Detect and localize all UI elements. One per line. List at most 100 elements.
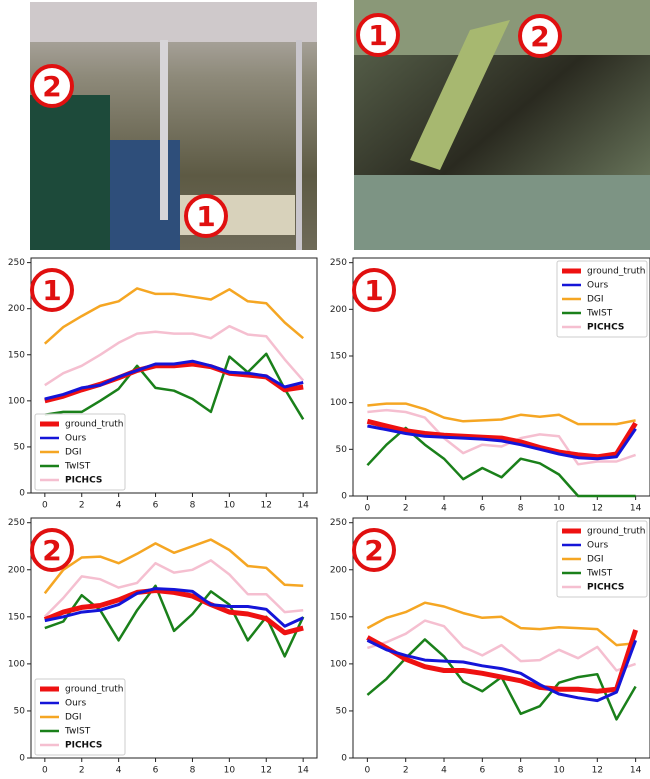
marker-circle xyxy=(352,528,396,572)
photo-left xyxy=(30,2,317,250)
x-tick-label: 6 xyxy=(479,766,485,776)
series-line xyxy=(366,629,638,694)
x-tick-label: 12 xyxy=(261,766,272,776)
legend-box xyxy=(556,520,648,598)
y-tick-label: 100 xyxy=(8,396,25,406)
marker-label: 1 xyxy=(196,200,215,233)
x-tick-label: 10 xyxy=(553,504,565,514)
y-tick-label: 0 xyxy=(19,754,25,764)
series-line xyxy=(43,538,304,595)
legend-label: TwIST xyxy=(586,309,613,319)
x-tick-label: 4 xyxy=(116,501,122,511)
marker-circle xyxy=(352,268,396,312)
x-tick-label: 14 xyxy=(630,504,642,514)
legend-label: TwIST xyxy=(64,727,91,737)
y-tick-label: 0 xyxy=(341,754,347,764)
y-tick-label: 50 xyxy=(14,442,26,452)
x-tick-label: 4 xyxy=(441,766,447,776)
legend-box xyxy=(34,413,126,491)
series-line xyxy=(43,287,305,345)
marker-circle xyxy=(518,14,562,58)
y-tick-label: 50 xyxy=(336,706,348,716)
legend-label: PICHCS xyxy=(65,741,102,751)
y-tick-label: 100 xyxy=(8,659,25,669)
marker-label: 1 xyxy=(364,274,383,307)
marker-label: 2 xyxy=(530,20,549,53)
legend-label: PICHCS xyxy=(587,583,624,593)
legend-label: DGI xyxy=(587,555,604,565)
y-tick-label: 0 xyxy=(19,489,25,499)
x-tick-label: 10 xyxy=(224,766,236,776)
y-tick-label: 150 xyxy=(330,612,347,622)
x-tick-label: 8 xyxy=(518,504,524,514)
series-line xyxy=(366,418,638,460)
legend-label: PICHCS xyxy=(65,476,102,486)
x-tick-label: 6 xyxy=(153,766,159,776)
y-tick-label: 250 xyxy=(330,518,347,528)
x-tick-label: 2 xyxy=(79,501,85,511)
legend-label: ground_truth xyxy=(65,685,124,695)
y-tick-label: 50 xyxy=(336,445,348,455)
series-line xyxy=(367,424,637,461)
y-tick-label: 250 xyxy=(330,258,347,268)
y-tick-label: 250 xyxy=(8,258,25,268)
marker-label: 2 xyxy=(42,534,61,567)
series-line xyxy=(44,359,304,401)
legend-label: PICHCS xyxy=(587,323,624,333)
x-tick-label: 8 xyxy=(190,501,196,511)
series-line xyxy=(367,619,637,672)
x-tick-label: 6 xyxy=(479,504,485,514)
series-line xyxy=(44,352,305,420)
x-tick-label: 4 xyxy=(441,504,447,514)
series-line xyxy=(367,408,637,466)
x-tick-label: 14 xyxy=(297,501,309,511)
series-line xyxy=(367,402,636,426)
legend-label: TwIST xyxy=(586,569,613,579)
x-tick-label: 8 xyxy=(518,766,524,776)
legend-label: TwIST xyxy=(64,462,91,472)
legend-label: DGI xyxy=(65,713,82,723)
y-tick-label: 250 xyxy=(8,518,25,528)
y-tick-label: 150 xyxy=(8,350,25,360)
y-tick-label: 50 xyxy=(14,706,26,716)
x-tick-label: 0 xyxy=(365,766,371,776)
legend-box xyxy=(556,260,648,338)
x-tick-label: 10 xyxy=(224,501,236,511)
x-tick-label: 2 xyxy=(403,766,409,776)
marker-circle xyxy=(30,64,74,108)
series-line xyxy=(366,639,638,703)
series-line xyxy=(44,587,304,628)
y-tick-label: 0 xyxy=(341,492,347,502)
y-tick-label: 200 xyxy=(330,565,347,575)
marker-circle xyxy=(30,528,74,572)
y-tick-label: 100 xyxy=(330,659,347,669)
x-tick-label: 10 xyxy=(553,766,565,776)
marker-label: 1 xyxy=(42,274,61,307)
marker-label: 2 xyxy=(42,70,61,103)
legend-label: ground_truth xyxy=(65,420,124,430)
marker-circle xyxy=(30,268,74,312)
y-tick-label: 150 xyxy=(330,352,347,362)
x-tick-label: 2 xyxy=(403,504,409,514)
x-tick-label: 14 xyxy=(297,766,309,776)
y-tick-label: 150 xyxy=(8,612,25,622)
photo-right xyxy=(354,0,650,250)
y-tick-label: 200 xyxy=(330,305,347,315)
y-tick-label: 200 xyxy=(8,304,25,314)
legend-label: DGI xyxy=(587,295,604,305)
x-tick-label: 0 xyxy=(365,504,371,514)
legend-label: Ours xyxy=(65,434,86,444)
marker-circle xyxy=(184,194,228,238)
legend-label: Ours xyxy=(587,281,608,291)
x-tick-label: 12 xyxy=(261,501,272,511)
marker-label: 1 xyxy=(368,19,387,52)
legend-label: Ours xyxy=(65,699,86,709)
marker-circle xyxy=(356,13,400,57)
legend-label: ground_truth xyxy=(587,527,646,537)
x-tick-label: 0 xyxy=(42,501,48,511)
marker-label: 2 xyxy=(364,534,383,567)
series-line xyxy=(44,584,305,658)
legend-label: DGI xyxy=(65,448,82,458)
series-line xyxy=(43,559,304,618)
